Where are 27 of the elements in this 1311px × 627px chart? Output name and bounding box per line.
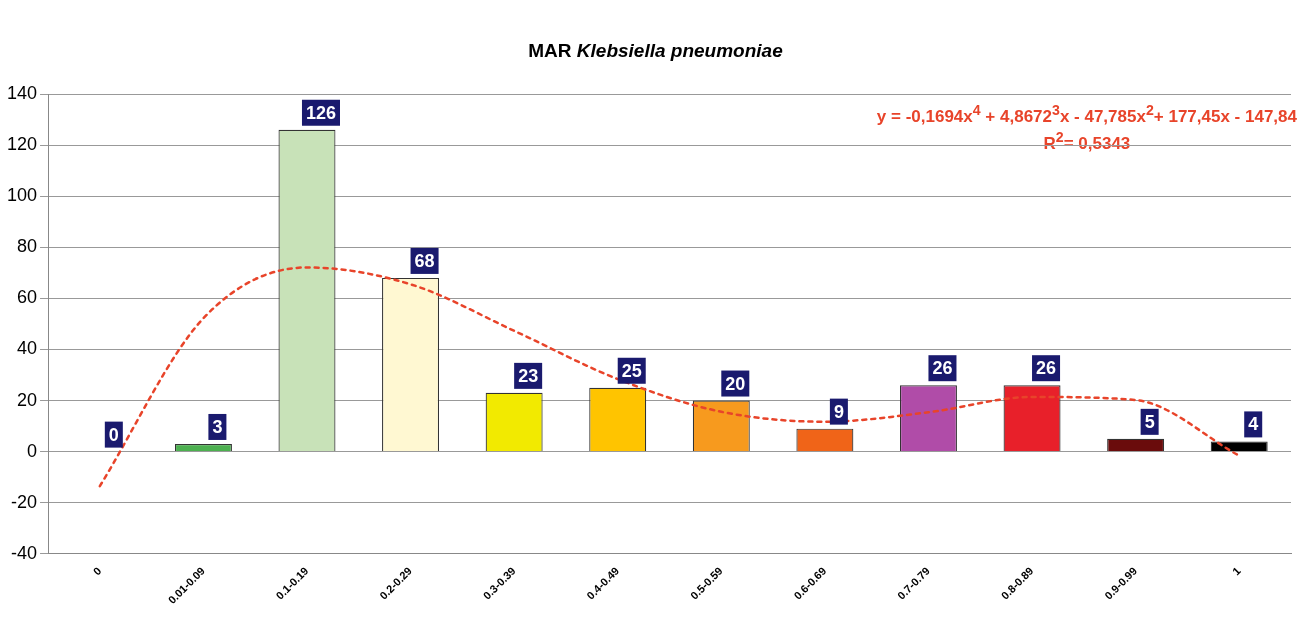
data-label: 20 xyxy=(725,373,746,394)
y-tick-label: 20 xyxy=(17,389,38,410)
data-label: 26 xyxy=(932,358,953,379)
data-label: 3 xyxy=(212,416,223,437)
line-series xyxy=(98,266,1241,488)
x-tick-label: 1 xyxy=(1229,564,1243,578)
data-label: 126 xyxy=(305,102,337,123)
data-label: 25 xyxy=(621,360,642,381)
y-tick-label: -20 xyxy=(11,491,38,512)
data-label: 4 xyxy=(1248,414,1259,435)
data-label: 9 xyxy=(833,401,844,422)
data-label: 5 xyxy=(1144,411,1155,432)
y-tick-label: 80 xyxy=(17,236,38,257)
y-tick-label: 0 xyxy=(27,440,38,461)
y-tick-label: 60 xyxy=(17,287,38,308)
chart-title: MAR Klebsiella pneumoniae xyxy=(527,40,784,62)
data-label: 23 xyxy=(518,365,539,386)
annotation: y = -0,1694x$^{4}$ + 4,8672$^{3}$x - 47,785x$^{2}$+ 177,45x - 147,84 xyxy=(876,101,1297,127)
y-tick-label: 120 xyxy=(6,134,38,155)
data-label: 26 xyxy=(1036,358,1057,379)
data-label: 0 xyxy=(108,424,119,445)
x-tick-label: 0 xyxy=(90,564,104,578)
data-label: 68 xyxy=(414,250,435,271)
y-tick-label: -40 xyxy=(11,542,38,563)
y-tick-label: 40 xyxy=(17,338,38,359)
y-tick-label: 140 xyxy=(6,82,38,103)
y-tick-label: 100 xyxy=(6,185,38,206)
